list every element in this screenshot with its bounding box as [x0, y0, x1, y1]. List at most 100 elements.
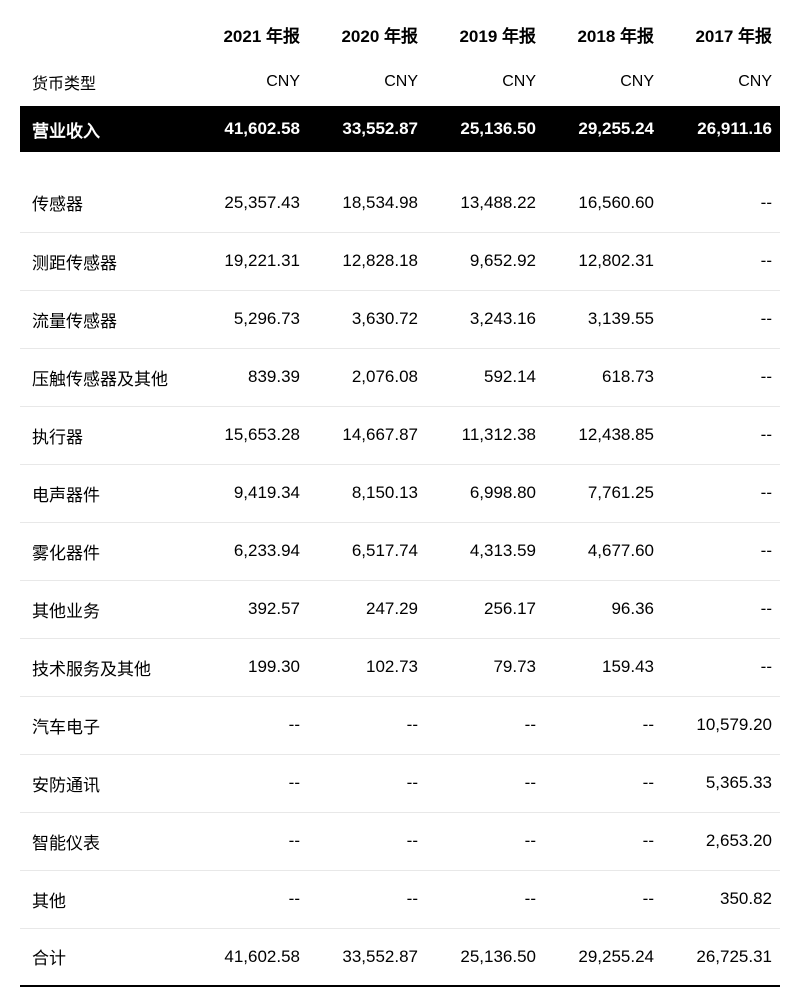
row-label: 技术服务及其他 [20, 638, 190, 696]
row-value: 26,725.31 [662, 928, 780, 986]
row-value: -- [426, 754, 544, 812]
row-value: 199.30 [190, 638, 308, 696]
row-value: 18,534.98 [308, 174, 426, 232]
row-value: -- [662, 580, 780, 638]
row-value: 839.39 [190, 348, 308, 406]
row-value: -- [426, 812, 544, 870]
year-col-3: 2018 年报 [544, 10, 662, 58]
row-label: 其他 [20, 870, 190, 928]
table-row: 智能仪表--------2,653.20 [20, 812, 780, 870]
row-value: 10,579.20 [662, 696, 780, 754]
row-value: 2,076.08 [308, 348, 426, 406]
row-value: -- [544, 754, 662, 812]
table-row: 压触传感器及其他839.392,076.08592.14618.73-- [20, 348, 780, 406]
currency-row: 货币类型 CNY CNY CNY CNY CNY [20, 58, 780, 106]
row-label: 雾化器件 [20, 522, 190, 580]
table-row: 电声器件9,419.348,150.136,998.807,761.25-- [20, 464, 780, 522]
currency-label: 货币类型 [20, 58, 190, 106]
table-row: 汽车电子--------10,579.20 [20, 696, 780, 754]
row-value: 6,998.80 [426, 464, 544, 522]
table-row: 合计41,602.5833,552.8725,136.5029,255.2426… [20, 928, 780, 986]
row-value: 392.57 [190, 580, 308, 638]
currency-val-4: CNY [662, 58, 780, 106]
row-value: -- [544, 696, 662, 754]
table-row: 安防通讯--------5,365.33 [20, 754, 780, 812]
row-label: 汽车电子 [20, 696, 190, 754]
row-value: -- [662, 406, 780, 464]
row-value: -- [308, 870, 426, 928]
spacer-row [20, 152, 780, 174]
row-value: 15,653.28 [190, 406, 308, 464]
currency-val-0: CNY [190, 58, 308, 106]
table-row: 传感器25,357.4318,534.9813,488.2216,560.60-… [20, 174, 780, 232]
blank-header [20, 10, 190, 58]
row-value: 102.73 [308, 638, 426, 696]
row-value: -- [662, 232, 780, 290]
row-label: 测距传感器 [20, 232, 190, 290]
table-row: 雾化器件6,233.946,517.744,313.594,677.60-- [20, 522, 780, 580]
row-value: 5,296.73 [190, 290, 308, 348]
year-col-1: 2020 年报 [308, 10, 426, 58]
row-label: 安防通讯 [20, 754, 190, 812]
row-label: 电声器件 [20, 464, 190, 522]
row-value: -- [662, 174, 780, 232]
revenue-val-1: 33,552.87 [308, 106, 426, 152]
row-value: 33,552.87 [308, 928, 426, 986]
row-value: 14,667.87 [308, 406, 426, 464]
row-value: -- [662, 464, 780, 522]
currency-val-1: CNY [308, 58, 426, 106]
row-value: 9,652.92 [426, 232, 544, 290]
row-value: 5,365.33 [662, 754, 780, 812]
row-value: 19,221.31 [190, 232, 308, 290]
revenue-val-0: 41,602.58 [190, 106, 308, 152]
table-row: 技术服务及其他199.30102.7379.73159.43-- [20, 638, 780, 696]
table-row: 执行器15,653.2814,667.8711,312.3812,438.85-… [20, 406, 780, 464]
row-value: 25,357.43 [190, 174, 308, 232]
row-value: 3,243.16 [426, 290, 544, 348]
row-label: 智能仪表 [20, 812, 190, 870]
row-label: 压触传感器及其他 [20, 348, 190, 406]
row-value: 256.17 [426, 580, 544, 638]
row-label: 传感器 [20, 174, 190, 232]
row-value: 3,630.72 [308, 290, 426, 348]
row-value: 247.29 [308, 580, 426, 638]
row-value: -- [662, 638, 780, 696]
row-value: 4,677.60 [544, 522, 662, 580]
table-row: 流量传感器5,296.733,630.723,243.163,139.55-- [20, 290, 780, 348]
row-value: 3,139.55 [544, 290, 662, 348]
row-value: 12,828.18 [308, 232, 426, 290]
row-value: 29,255.24 [544, 928, 662, 986]
year-col-0: 2021 年报 [190, 10, 308, 58]
revenue-label: 营业收入 [20, 106, 190, 152]
currency-val-2: CNY [426, 58, 544, 106]
revenue-val-4: 26,911.16 [662, 106, 780, 152]
row-value: -- [544, 812, 662, 870]
revenue-val-2: 25,136.50 [426, 106, 544, 152]
table-row: 测距传感器19,221.3112,828.189,652.9212,802.31… [20, 232, 780, 290]
row-value: 11,312.38 [426, 406, 544, 464]
row-value: 9,419.34 [190, 464, 308, 522]
row-value: -- [662, 348, 780, 406]
row-value: -- [308, 812, 426, 870]
row-value: 2,653.20 [662, 812, 780, 870]
row-value: 350.82 [662, 870, 780, 928]
table-row: 其他--------350.82 [20, 870, 780, 928]
row-value: 12,802.31 [544, 232, 662, 290]
row-value: 6,233.94 [190, 522, 308, 580]
row-label: 其他业务 [20, 580, 190, 638]
year-header-row: 2021 年报 2020 年报 2019 年报 2018 年报 2017 年报 [20, 10, 780, 58]
row-value: 16,560.60 [544, 174, 662, 232]
year-col-4: 2017 年报 [662, 10, 780, 58]
currency-val-3: CNY [544, 58, 662, 106]
row-label: 合计 [20, 928, 190, 986]
row-value: -- [426, 696, 544, 754]
row-value: 41,602.58 [190, 928, 308, 986]
row-value: -- [308, 696, 426, 754]
row-value: -- [662, 522, 780, 580]
row-value: -- [662, 290, 780, 348]
row-value: -- [426, 870, 544, 928]
financial-table-container: 2021 年报 2020 年报 2019 年报 2018 年报 2017 年报 … [0, 0, 800, 997]
row-value: 79.73 [426, 638, 544, 696]
row-value: -- [308, 754, 426, 812]
row-value: 13,488.22 [426, 174, 544, 232]
